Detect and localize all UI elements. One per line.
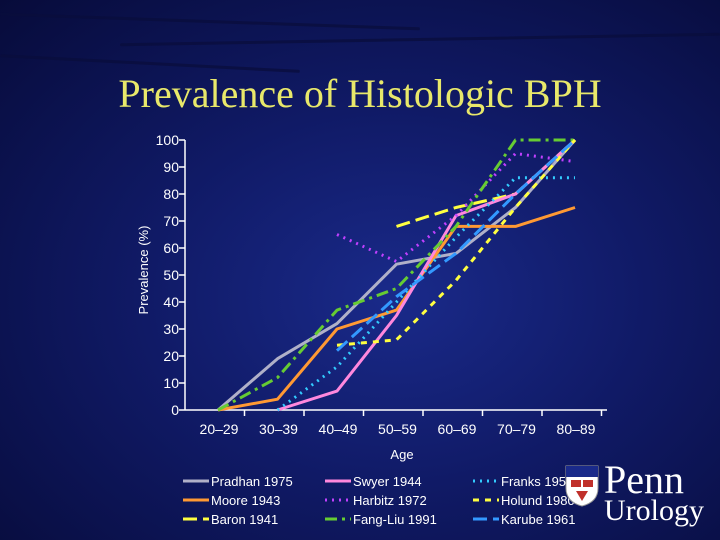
y-tick-label: 90: [163, 159, 179, 175]
y-tick-label: 80: [163, 186, 179, 202]
chart-legend: Pradhan 1975 Moore 1943 Baron 1941 Swyer 19…: [183, 474, 575, 527]
y-tick-label: 100: [156, 132, 180, 148]
legend-label-harbitz-1972: Harbitz 1972: [353, 493, 427, 508]
y-tick-label: 40: [163, 294, 179, 310]
legend-label-baron-1941: Baron 1941: [211, 512, 278, 527]
logo-penn-text: Penn: [604, 457, 684, 502]
x-tick-label: 50–59: [378, 421, 417, 437]
chart-axes: 0 10 20 30 40 50 60 70 80 90 100 20–29 30–39 40–49 50–…: [156, 132, 607, 437]
series-line-swyer-1944: [277, 138, 577, 412]
x-tick-label: 40–49: [319, 421, 358, 437]
x-tick-label: 60–69: [438, 421, 477, 437]
chart-series: [217, 138, 577, 412]
y-tick-label: 70: [163, 213, 179, 229]
x-tick-label: 20–29: [200, 421, 239, 437]
legend-label-fang-liu-1991: Fang-Liu 1991: [353, 512, 437, 527]
penn-urology-logo: Penn Urology: [560, 458, 710, 528]
y-tick-label: 10: [163, 375, 179, 391]
series-line-karube-1961: [335, 138, 577, 352]
series-line-pradhan-1975: [217, 139, 577, 412]
y-tick-label: 60: [163, 240, 179, 256]
legend-label-karube-1961: Karube 1961: [501, 512, 575, 527]
y-tick-label: 50: [163, 267, 179, 283]
x-tick-label: 70–79: [497, 421, 536, 437]
x-tick-label: 30–39: [259, 421, 298, 437]
series-line-fang-liu-1991: [217, 138, 575, 412]
x-tick-label: 80–89: [557, 421, 596, 437]
series-line-harbitz-1972: [336, 152, 576, 263]
slide-title: Prevalence of Histologic BPH: [118, 71, 602, 116]
legend-label-pradhan-1975: Pradhan 1975: [211, 474, 293, 489]
legend-label-moore-1943: Moore 1943: [211, 493, 280, 508]
penn-shield-icon: [565, 465, 599, 507]
legend-label-franks-1954: Franks 1954: [501, 474, 573, 489]
legend-label-holund-1980: Holund 1980: [501, 493, 575, 508]
series-line-moore-1943: [217, 206, 576, 412]
y-axis-title: Prevalence (%): [136, 226, 151, 315]
logo-urology-text: Urology: [604, 494, 704, 527]
y-tick-label: 0: [171, 402, 179, 418]
y-tick-label: 20: [163, 348, 179, 364]
series-line-franks-1954: [276, 176, 575, 412]
legend-label-swyer-1944: Swyer 1944: [353, 474, 422, 489]
series-line-holund-1980: [336, 139, 577, 347]
y-tick-label: 30: [163, 321, 179, 337]
x-axis-title: Age: [390, 447, 413, 462]
